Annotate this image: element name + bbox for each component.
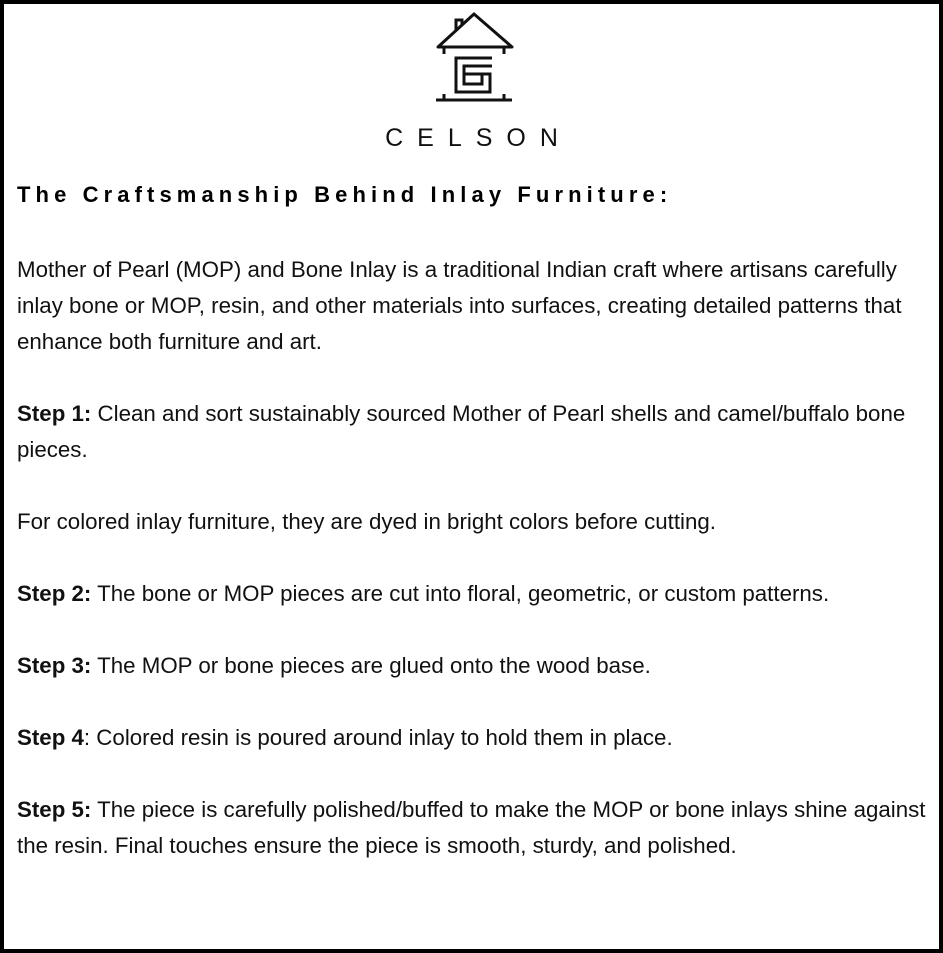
step-1: Step 1: Clean and sort sustainably sourc…: [17, 396, 927, 468]
step-text: Clean and sort sustainably sourced Mothe…: [17, 401, 906, 462]
step-label: Step 4: [17, 725, 84, 750]
step-label: Step 1:: [17, 401, 92, 426]
step-4: Step 4: Colored resin is poured around i…: [17, 720, 927, 756]
step-text: The bone or MOP pieces are cut into flor…: [91, 581, 830, 606]
document-body: Mother of Pearl (MOP) and Bone Inlay is …: [17, 252, 927, 900]
step-label: Step 2:: [17, 581, 92, 606]
house-s-logo-icon: [436, 12, 514, 102]
page-title: The Craftsmanship Behind Inlay Furniture…: [17, 182, 673, 207]
step-text: The piece is carefully polished/buffed t…: [17, 797, 926, 858]
step-2: Step 2: The bone or MOP pieces are cut i…: [17, 576, 927, 612]
intro-paragraph: Mother of Pearl (MOP) and Bone Inlay is …: [17, 257, 902, 354]
step-text: The MOP or bone pieces are glued onto th…: [91, 653, 651, 678]
step-text: : Colored resin is poured around inlay t…: [83, 725, 673, 750]
dye-note: For colored inlay furniture, they are dy…: [17, 509, 716, 534]
step-label: Step 5:: [17, 797, 92, 822]
step-label: Step 3:: [17, 653, 92, 678]
step-3: Step 3: The MOP or bone pieces are glued…: [17, 648, 927, 684]
brand-name: CELSON: [385, 124, 572, 152]
step-5: Step 5: The piece is carefully polished/…: [17, 792, 927, 864]
